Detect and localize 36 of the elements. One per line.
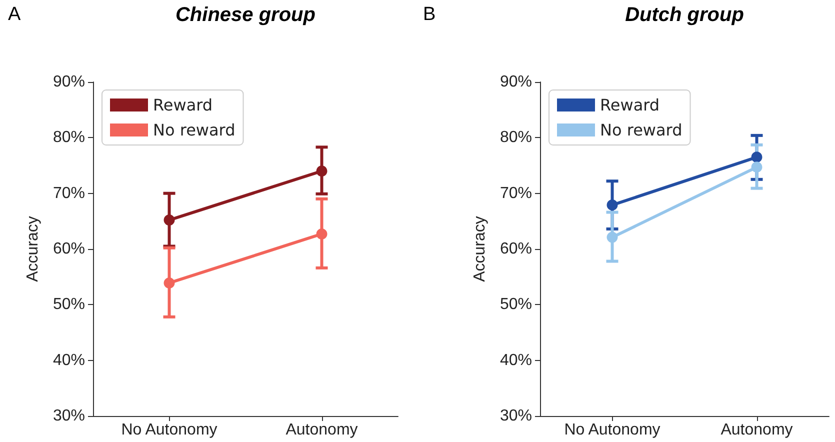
y-axis-title: Accuracy (472, 216, 488, 282)
legend-label: No reward (153, 120, 236, 140)
y-tick-label: 30% (52, 408, 85, 424)
chart-title: Chinese group (174, 4, 316, 27)
x-tick-label: Autonomy (286, 422, 358, 438)
point (164, 214, 175, 226)
point (606, 200, 618, 211)
legend-label: Reward (600, 96, 660, 114)
chart-title: Dutch group (624, 4, 745, 27)
y-tick-label: 60% (500, 240, 532, 258)
y-tick-label: 70% (500, 184, 532, 202)
point (751, 162, 762, 173)
y-tick-label: 90% (52, 74, 85, 90)
y-tick-label: 40% (52, 352, 85, 369)
y-tick-label: 50% (500, 296, 532, 314)
y-tick-label: 30% (500, 408, 532, 424)
y-tick-label: 90% (500, 74, 532, 90)
text: A (8, 4, 21, 26)
y-axis-title: Accuracy (24, 216, 42, 282)
y-tick-label: 40% (500, 352, 532, 369)
point (316, 228, 328, 240)
point (606, 232, 618, 243)
legend-label: No reward (600, 120, 682, 140)
y-tick-label: 80% (500, 129, 532, 146)
y-tick-label: 70% (52, 184, 85, 202)
point (164, 277, 175, 288)
y-tick-label: 80% (52, 129, 85, 146)
point (751, 152, 762, 163)
y-tick-label: 60% (52, 240, 85, 258)
x-tick-label: Autonomy (720, 422, 793, 438)
text: B (423, 4, 436, 26)
x-tick-label: No Autonomy (121, 422, 218, 438)
x-tick-label: No Autonomy (564, 422, 660, 438)
point (316, 166, 328, 177)
y-tick-label: 50% (52, 296, 85, 314)
legend-label: Reward (153, 96, 213, 114)
